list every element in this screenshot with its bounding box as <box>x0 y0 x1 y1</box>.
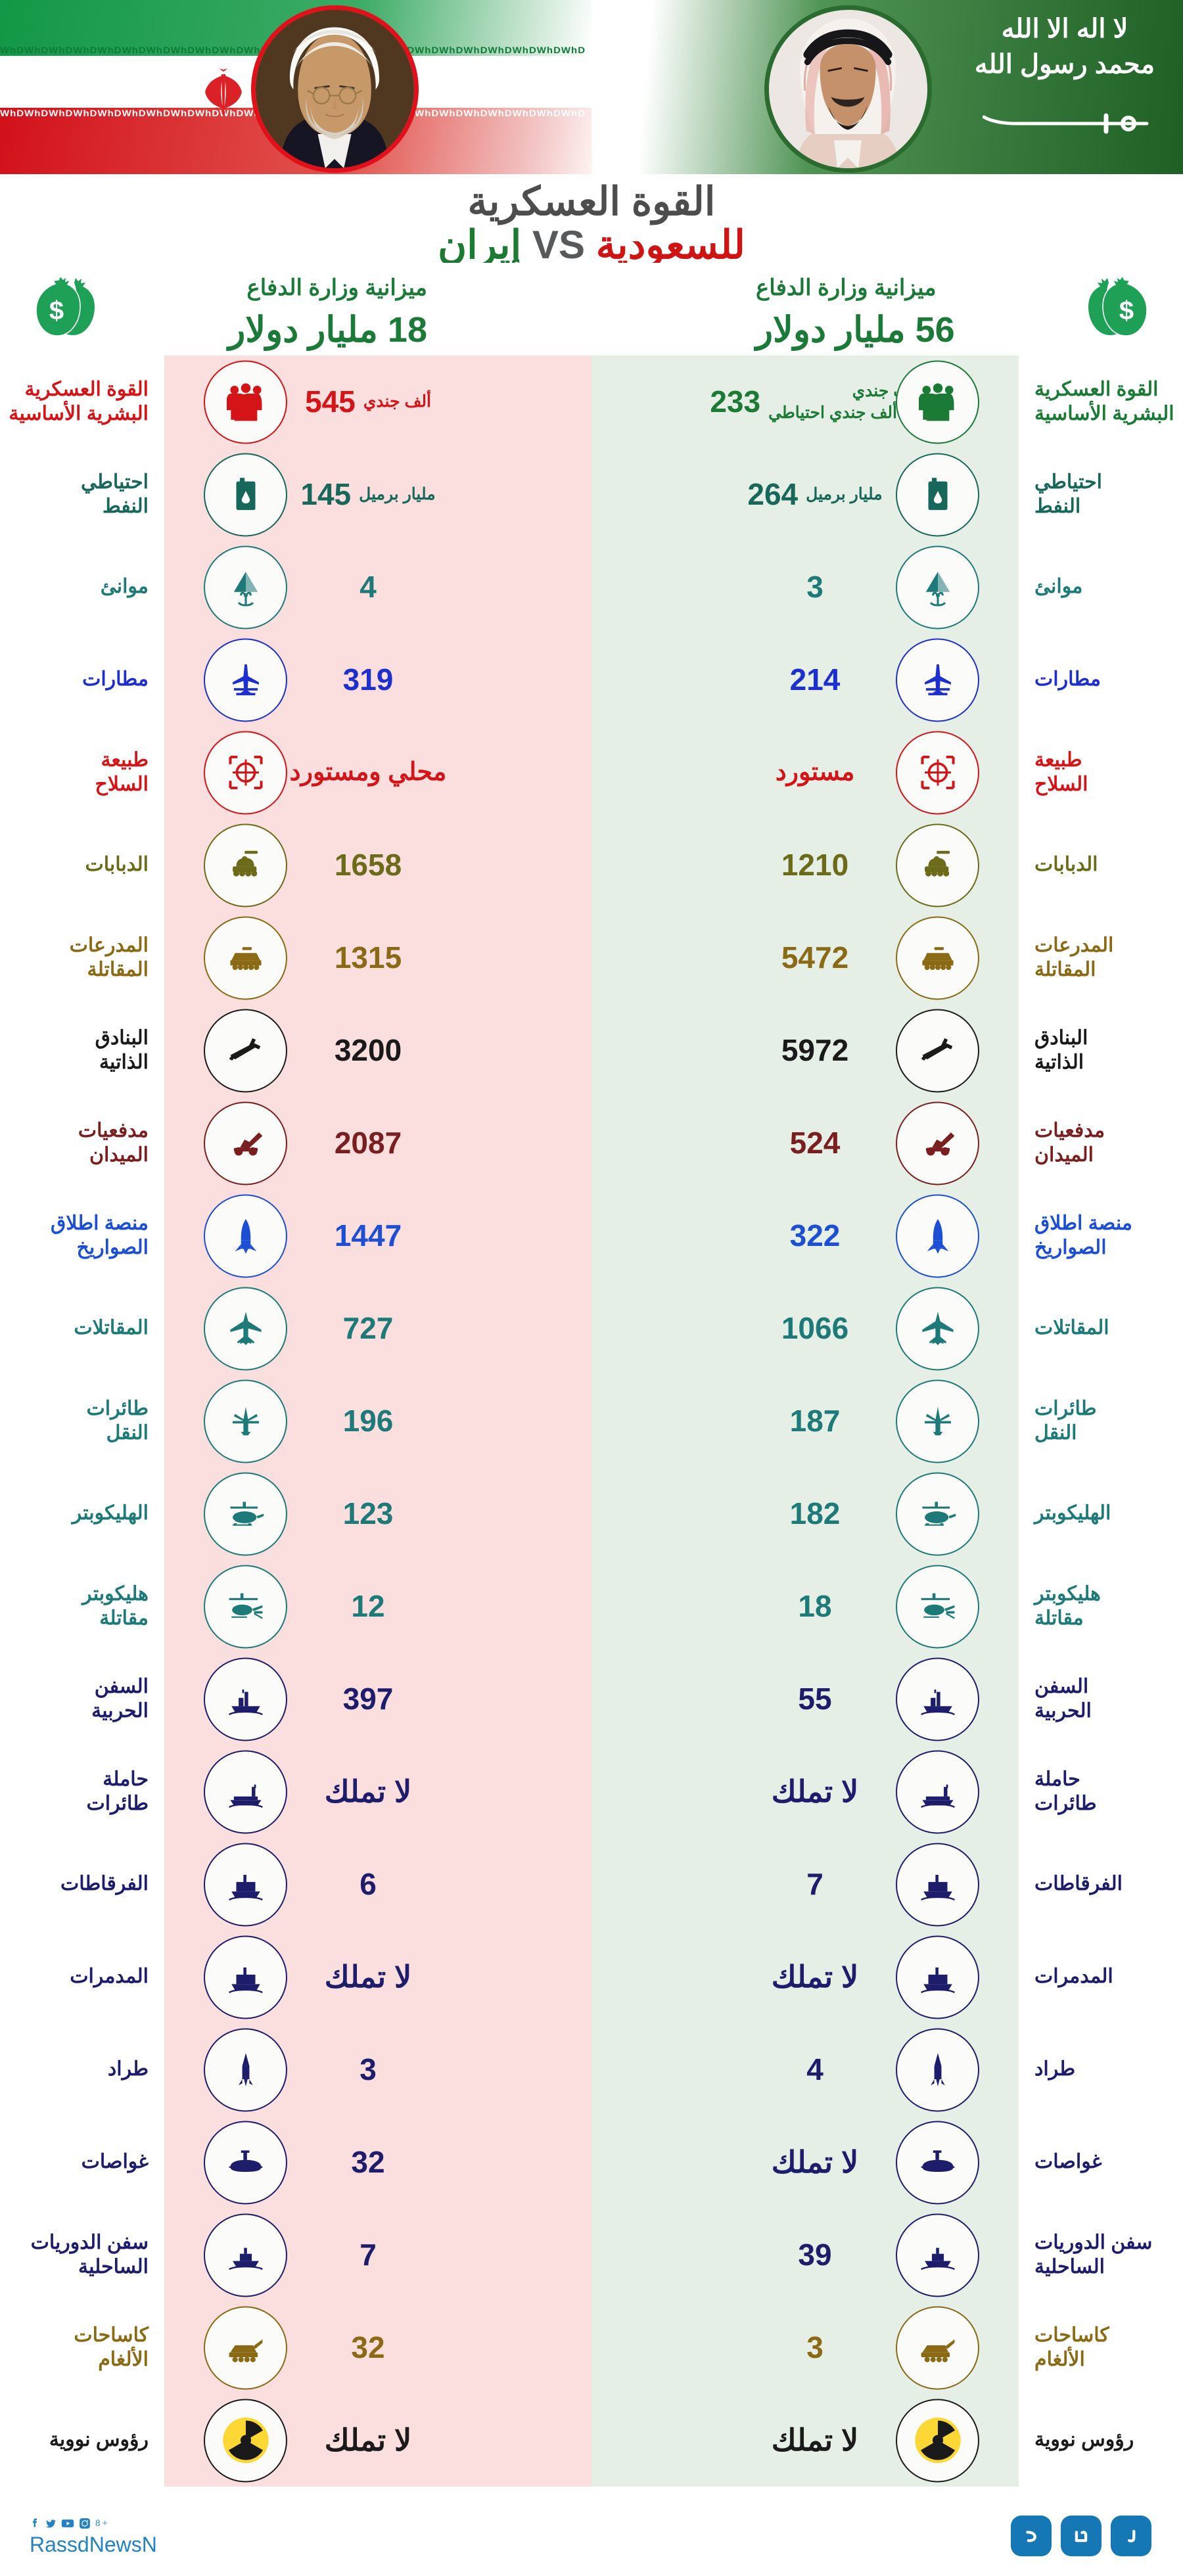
svg-text:$: $ <box>1119 296 1134 325</box>
svg-text:$: $ <box>49 296 64 325</box>
svg-text:8+: 8+ <box>95 2518 108 2529</box>
